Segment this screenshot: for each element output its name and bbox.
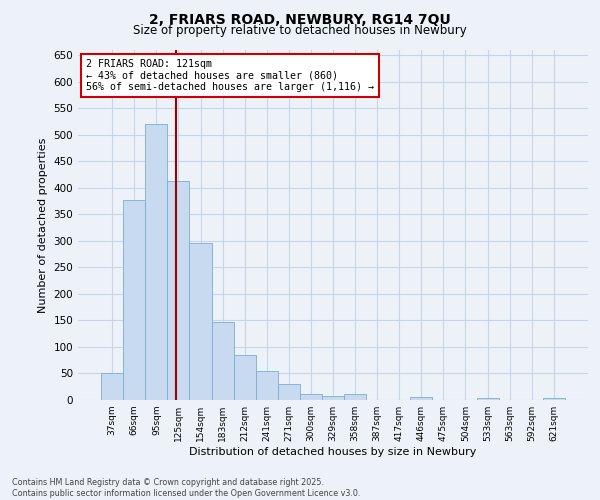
Text: Contains HM Land Registry data © Crown copyright and database right 2025.
Contai: Contains HM Land Registry data © Crown c… (12, 478, 361, 498)
Bar (543, 398, 565, 400)
Bar (167, 181, 190, 400)
Bar (278, 384, 300, 400)
Text: 2 FRIARS ROAD: 121sqm
← 43% of detached houses are smaller (860)
56% of semi-det: 2 FRIARS ROAD: 121sqm ← 43% of detached … (86, 59, 374, 92)
Text: Size of property relative to detached houses in Newbury: Size of property relative to detached ho… (133, 24, 467, 37)
Bar (322, 396, 344, 400)
X-axis label: Distribution of detached houses by size in Newbury: Distribution of detached houses by size … (190, 447, 476, 457)
Bar (233, 355, 256, 400)
Bar (212, 322, 233, 400)
Bar (145, 124, 167, 400)
Bar (344, 394, 366, 400)
Bar (256, 372, 278, 400)
Bar (101, 374, 123, 400)
Bar (410, 398, 433, 400)
Bar (123, 200, 145, 400)
Bar (190, 243, 212, 400)
Text: 2, FRIARS ROAD, NEWBURY, RG14 7QU: 2, FRIARS ROAD, NEWBURY, RG14 7QU (149, 12, 451, 26)
Bar (300, 394, 322, 400)
Y-axis label: Number of detached properties: Number of detached properties (38, 138, 48, 312)
Bar (476, 398, 499, 400)
